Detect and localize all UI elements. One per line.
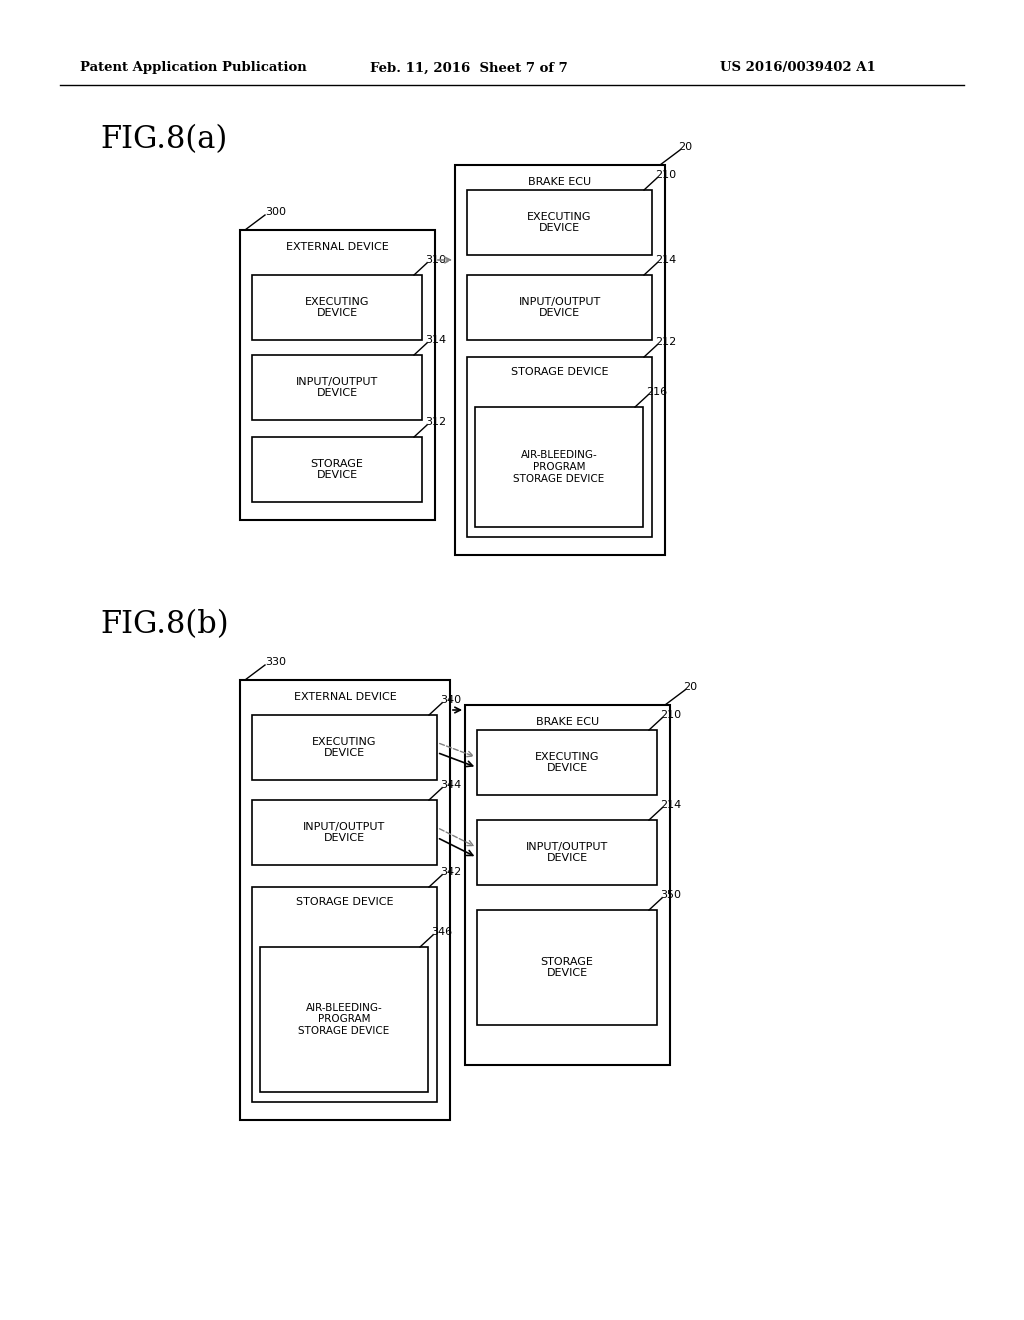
Text: AIR-BLEEDING-
PROGRAM
STORAGE DEVICE: AIR-BLEEDING- PROGRAM STORAGE DEVICE bbox=[298, 1003, 389, 1036]
Text: EXECUTING
DEVICE: EXECUTING DEVICE bbox=[535, 751, 599, 774]
Text: EXECUTING
DEVICE: EXECUTING DEVICE bbox=[527, 211, 592, 234]
Bar bbox=[252, 275, 422, 341]
Text: EXECUTING
DEVICE: EXECUTING DEVICE bbox=[305, 297, 370, 318]
Text: 350: 350 bbox=[660, 890, 681, 900]
Text: 214: 214 bbox=[660, 800, 681, 810]
Bar bbox=[252, 437, 422, 502]
Text: FIG.8(b): FIG.8(b) bbox=[100, 609, 228, 640]
Text: 300: 300 bbox=[265, 207, 286, 216]
Text: 314: 314 bbox=[425, 335, 446, 345]
Text: EXTERNAL DEVICE: EXTERNAL DEVICE bbox=[294, 692, 396, 702]
Text: Feb. 11, 2016  Sheet 7 of 7: Feb. 11, 2016 Sheet 7 of 7 bbox=[370, 62, 567, 74]
Text: 346: 346 bbox=[431, 927, 453, 937]
Text: INPUT/OUTPUT
DEVICE: INPUT/OUTPUT DEVICE bbox=[526, 842, 608, 863]
Text: 216: 216 bbox=[646, 387, 667, 397]
Text: 312: 312 bbox=[425, 417, 446, 426]
Text: EXTERNAL DEVICE: EXTERNAL DEVICE bbox=[286, 242, 389, 252]
Text: INPUT/OUTPUT
DEVICE: INPUT/OUTPUT DEVICE bbox=[296, 376, 378, 399]
Bar bbox=[477, 730, 657, 795]
Text: STORAGE
DEVICE: STORAGE DEVICE bbox=[310, 459, 364, 480]
Text: 310: 310 bbox=[425, 255, 446, 265]
Bar bbox=[252, 887, 437, 1102]
Text: 330: 330 bbox=[265, 657, 286, 667]
Bar bbox=[455, 165, 665, 554]
Text: INPUT/OUTPUT
DEVICE: INPUT/OUTPUT DEVICE bbox=[518, 297, 601, 318]
Text: STORAGE DEVICE: STORAGE DEVICE bbox=[296, 898, 393, 907]
Text: US 2016/0039402 A1: US 2016/0039402 A1 bbox=[720, 62, 876, 74]
Bar bbox=[240, 680, 450, 1119]
Text: AIR-BLEEDING-
PROGRAM
STORAGE DEVICE: AIR-BLEEDING- PROGRAM STORAGE DEVICE bbox=[513, 450, 604, 483]
Text: 212: 212 bbox=[655, 337, 676, 347]
Bar bbox=[260, 946, 428, 1092]
Text: BRAKE ECU: BRAKE ECU bbox=[536, 717, 599, 727]
Bar bbox=[467, 275, 652, 341]
Text: EXECUTING
DEVICE: EXECUTING DEVICE bbox=[312, 737, 377, 758]
Text: 20: 20 bbox=[678, 143, 692, 152]
Text: Patent Application Publication: Patent Application Publication bbox=[80, 62, 307, 74]
Bar bbox=[467, 190, 652, 255]
Text: FIG.8(a): FIG.8(a) bbox=[100, 124, 227, 154]
Text: 342: 342 bbox=[440, 867, 461, 876]
Text: INPUT/OUTPUT
DEVICE: INPUT/OUTPUT DEVICE bbox=[303, 821, 386, 843]
Bar bbox=[240, 230, 435, 520]
Text: BRAKE ECU: BRAKE ECU bbox=[528, 177, 592, 187]
Text: 210: 210 bbox=[655, 170, 676, 180]
Bar bbox=[252, 715, 437, 780]
Bar bbox=[475, 407, 643, 527]
Bar bbox=[477, 909, 657, 1026]
Text: 20: 20 bbox=[683, 682, 697, 692]
Text: 344: 344 bbox=[440, 780, 461, 789]
Bar bbox=[465, 705, 670, 1065]
Text: STORAGE DEVICE: STORAGE DEVICE bbox=[511, 367, 608, 378]
Bar bbox=[252, 355, 422, 420]
Text: 210: 210 bbox=[660, 710, 681, 719]
Text: STORAGE
DEVICE: STORAGE DEVICE bbox=[541, 957, 594, 978]
Bar bbox=[477, 820, 657, 884]
Text: 214: 214 bbox=[655, 255, 676, 265]
Text: 340: 340 bbox=[440, 696, 461, 705]
Bar bbox=[467, 356, 652, 537]
Bar bbox=[252, 800, 437, 865]
